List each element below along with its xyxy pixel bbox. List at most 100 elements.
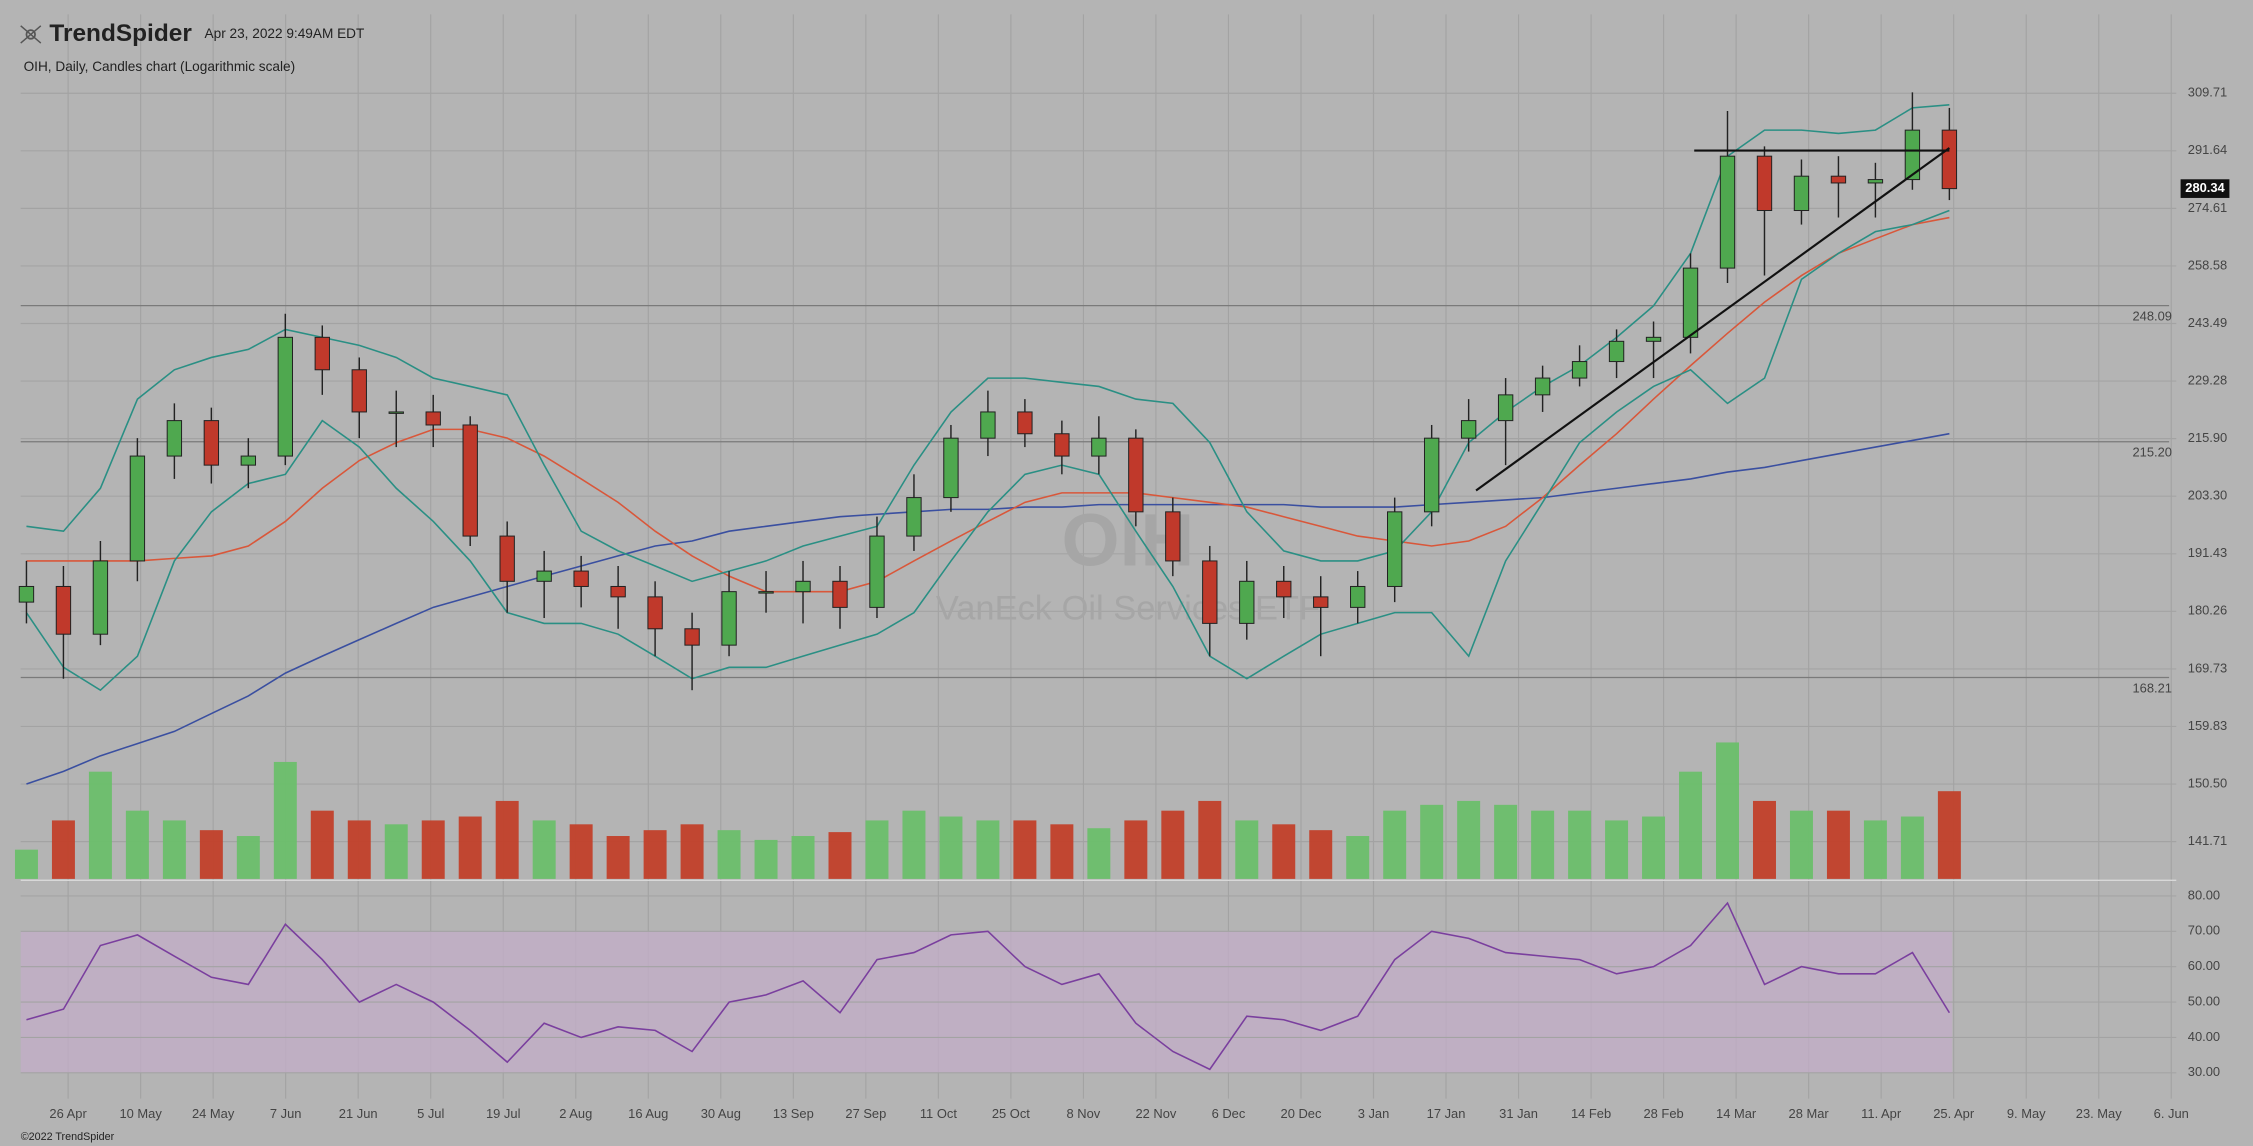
volume-bar [865, 820, 889, 879]
volume-bar [1679, 771, 1703, 879]
candle-body [129, 455, 146, 562]
candle-body [1313, 596, 1329, 608]
volume-bar [1420, 804, 1444, 879]
trendline [1475, 147, 1951, 492]
volume-bar [1789, 810, 1813, 879]
volume-bar [1235, 820, 1259, 879]
candle-body [1387, 511, 1403, 587]
volume-bar [939, 816, 963, 879]
volume-bar [199, 830, 223, 879]
volume-bar [458, 816, 482, 879]
x-tick-label: 7 Jun [270, 1106, 302, 1121]
volume-bar [125, 810, 149, 879]
candle-body [425, 411, 441, 426]
volume-bar [236, 836, 260, 879]
candle-body [92, 560, 109, 635]
y-tick-label: 40.00 [2188, 1029, 2220, 1044]
volume-bar [310, 810, 334, 879]
volume-bar [1087, 828, 1111, 879]
candle-body [906, 497, 922, 537]
candle-body [18, 585, 35, 603]
candle-body [1608, 340, 1625, 363]
y-tick-label: 309.71 [2188, 85, 2227, 100]
volume-bar [1752, 800, 1776, 879]
y-tick-label: 150.50 [2188, 775, 2227, 790]
x-tick-label: 28 Mar [1789, 1106, 1830, 1121]
x-tick-label: 8 Nov [1067, 1106, 1101, 1121]
x-tick-label: 14 Mar [1716, 1106, 1757, 1121]
volume-bar [569, 824, 593, 879]
candle-body [55, 585, 72, 635]
candle-body [1054, 433, 1070, 457]
volume-bar [1050, 824, 1074, 879]
x-tick-label: 6 Dec [1212, 1106, 1246, 1121]
footer: ©2022 TrendSpider [21, 1131, 115, 1143]
volume-bar [384, 824, 408, 879]
candle-body [499, 535, 515, 582]
candle-body [1017, 411, 1033, 435]
x-tick-label: 31 Jan [1499, 1106, 1538, 1121]
volume-bar [606, 836, 630, 879]
x-tick-label: 25 Oct [992, 1106, 1030, 1121]
x-tick-label: 23. May [2076, 1106, 2122, 1121]
x-tick-label: 11. Apr [1861, 1106, 1902, 1121]
y-tick-label: 80.00 [2188, 887, 2220, 902]
volume-bar [1272, 824, 1296, 879]
chart-title: OIH, Daily, Candles chart (Logarithmic s… [24, 59, 296, 74]
y-tick-label: 159.83 [2188, 718, 2227, 733]
plot-layer: 309.71 291.64 274.61 258.58 243.49 229.28 215.… [14, 85, 2230, 1121]
x-tick-label: 25. Apr [1933, 1106, 1975, 1121]
x-tick-label: 2 Aug [559, 1106, 592, 1121]
level-label: 168.21 [2132, 680, 2171, 695]
candle-body [758, 591, 774, 594]
candle-body [1423, 437, 1440, 513]
candle-body [647, 596, 663, 630]
y-tick-label: 141.71 [2188, 833, 2227, 848]
indicator-line [26, 216, 1950, 593]
candle-body [795, 580, 811, 593]
volume-bar [1124, 820, 1148, 879]
volume-bar [754, 839, 778, 879]
candle-body [388, 411, 404, 414]
x-tick-label: 16 Aug [628, 1106, 668, 1121]
volume-bar [495, 800, 519, 879]
volume-bar [14, 849, 38, 879]
volume-bar [421, 820, 445, 879]
candle-body [1719, 155, 1736, 269]
y-tick-label: 229.28 [2188, 372, 2227, 387]
x-tick-label: 17 Jan [1427, 1106, 1466, 1121]
candle-body [1941, 129, 1958, 190]
x-tick-label: 3 Jan [1358, 1106, 1390, 1121]
indicator-line [25, 209, 1950, 692]
volume-bar [347, 820, 371, 879]
candle-body [314, 336, 330, 371]
indicator-line [26, 104, 1950, 583]
candle-body [277, 336, 293, 457]
grid-layer [20, 14, 2177, 1099]
candle-body [462, 424, 478, 537]
volume-bar [1716, 742, 1739, 879]
logo [20, 25, 42, 44]
candle-body [1534, 377, 1551, 396]
candle-body [1350, 585, 1366, 608]
x-tick-label: 21 Jun [339, 1106, 378, 1121]
candle-body [832, 580, 848, 608]
level-label: 215.20 [2132, 445, 2171, 460]
x-tick-label: 10 May [119, 1106, 162, 1121]
y-tick-label: 191.43 [2188, 545, 2227, 560]
volume-bar [1013, 820, 1037, 879]
candle-body [1497, 394, 1514, 422]
volume-bar [828, 832, 852, 879]
volume-bar [1198, 800, 1222, 879]
volume-bar [1457, 800, 1481, 879]
candle-body [1091, 437, 1107, 457]
candle-body [1460, 420, 1477, 439]
volume-bar [1937, 791, 1961, 879]
price-tag-label: 280.34 [2185, 180, 2225, 195]
candle-body [721, 591, 737, 646]
candle-body [351, 369, 367, 413]
candle-body [1682, 267, 1699, 338]
y-tick-label: 215.90 [2188, 430, 2227, 445]
logo-icon [25, 29, 36, 40]
candle-body [1276, 580, 1292, 598]
